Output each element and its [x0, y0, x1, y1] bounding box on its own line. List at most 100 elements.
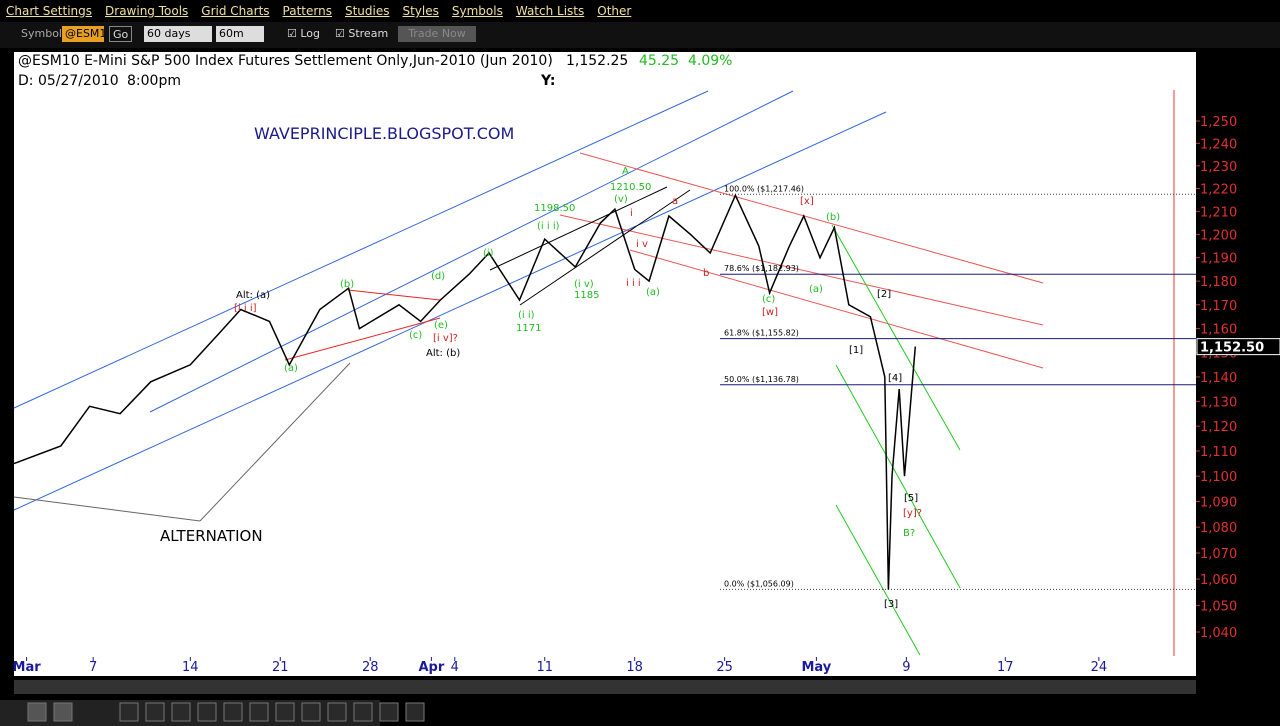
wave-label: (a)	[809, 284, 823, 295]
x-tick-label: 11	[536, 660, 553, 675]
tool-icon	[145, 702, 165, 722]
menu-item[interactable]: Patterns	[282, 4, 332, 18]
date-line: D: 05/27/2010	[18, 73, 119, 89]
x-tick-label: Mar	[13, 660, 42, 675]
y-tick-label: 1,080	[1200, 521, 1237, 536]
range-select[interactable]: 60 days	[144, 26, 212, 42]
x-tick-label: May	[801, 660, 831, 675]
go-button[interactable]: Go	[109, 26, 133, 42]
fib-label: 50.0% ($1,136.78)	[724, 375, 799, 384]
current-price-label: 1,152.50	[1200, 341, 1264, 356]
trend-line	[629, 249, 1044, 369]
wave-label: [i v]?	[433, 333, 458, 344]
y-tick-label: 1,060	[1200, 573, 1237, 588]
last-price: 1,152.25	[566, 53, 628, 69]
wave-label: [3]	[884, 599, 898, 610]
menu-item[interactable]: Symbols	[451, 4, 503, 18]
interval-select[interactable]: 60m	[216, 26, 264, 42]
wave-label: [y]?	[903, 508, 922, 519]
x-tick-label: 4	[451, 660, 459, 675]
x-tick-label: 14	[182, 660, 199, 675]
toolbar: Symbol: @ESM10 Go 60 days 60m ☑ Log ☑ St…	[0, 22, 1280, 48]
y-tick-label: 1,130	[1200, 395, 1237, 410]
wave-label: (d)	[431, 271, 445, 282]
wave-label: Alt: (a)	[236, 290, 270, 301]
y-tick-label: 1,200	[1200, 228, 1237, 243]
tool-icon	[405, 702, 425, 722]
x-tick-label: 28	[362, 660, 379, 675]
y-tick-label: 1,070	[1200, 547, 1237, 562]
tool-icon	[327, 702, 347, 722]
x-tick-label: 21	[272, 660, 289, 675]
fib-label: 0.0% ($1,056.09)	[724, 579, 794, 588]
trend-line	[519, 189, 691, 306]
wave-label: (i v)	[574, 279, 594, 290]
wave-label: [i i i]	[234, 303, 257, 314]
wave-label: (c)	[409, 330, 422, 341]
trend-line	[149, 90, 794, 413]
scrollbar[interactable]	[14, 680, 1196, 694]
trend-line	[347, 289, 441, 301]
alternation-note: ALTERNATION	[160, 527, 263, 545]
menu-item[interactable]: Other	[597, 4, 632, 18]
wave-label: i i i	[626, 278, 641, 289]
tool-icon	[353, 702, 373, 722]
stream-checkbox[interactable]: ☑ Stream	[335, 27, 389, 40]
y-tick-label: 1,120	[1200, 420, 1237, 435]
menu-item[interactable]: Chart Settings	[6, 4, 93, 18]
x-tick-label: 7	[89, 660, 97, 675]
x-axis-bg	[14, 657, 1196, 676]
chart-title: @ESM10 E-Mini S&P 500 Index Futures Sett…	[18, 53, 553, 69]
menu-item[interactable]: Drawing Tools	[105, 4, 189, 18]
trend-line	[489, 186, 668, 271]
y-tick-label: 1,160	[1200, 323, 1237, 338]
x-tick-label: 24	[1091, 660, 1108, 675]
x-tick-label: 9	[902, 660, 910, 675]
menu-bar: Chart Settings Drawing Tools Grid Charts Pa…	[0, 0, 1280, 22]
y-label: Y:	[540, 73, 556, 89]
plot-bg	[14, 52, 1196, 657]
trend-line	[199, 362, 351, 522]
wave-label: B?	[903, 528, 915, 539]
x-tick-label: Apr	[418, 660, 444, 675]
symbol-input[interactable]: @ESM10	[62, 26, 104, 42]
y-tick-label: 1,110	[1200, 445, 1237, 460]
menu-item[interactable]: Studies	[344, 4, 390, 18]
trend-line	[579, 152, 1044, 284]
y-tick-label: 1,050	[1200, 599, 1237, 614]
tool-icon	[301, 702, 321, 722]
menu-item[interactable]: Styles	[402, 4, 439, 18]
menu-item[interactable]: Watch Lists	[515, 4, 585, 18]
tool-icon	[119, 702, 139, 722]
wave-label: (b)	[340, 279, 354, 290]
tool-icon	[27, 702, 47, 722]
tool-icon	[197, 702, 217, 722]
wave-label: i	[630, 208, 633, 219]
log-label: Log	[300, 27, 321, 40]
trend-line	[831, 224, 961, 451]
y-tick-label: 1,100	[1200, 470, 1237, 485]
y-tick-label: 1,230	[1200, 160, 1237, 175]
wave-label: [5]	[904, 493, 918, 504]
current-price-box	[1196, 338, 1280, 356]
tool-icon	[171, 702, 191, 722]
trend-line	[559, 214, 1044, 326]
wave-label: (e)	[434, 320, 448, 331]
y-tick-label: 1,090	[1200, 496, 1237, 511]
x-tick-label: 17	[997, 660, 1014, 675]
wave-label: (b)	[826, 212, 840, 223]
watermark: WAVEPRINCIPLE.BLOGSPOT.COM	[254, 124, 514, 143]
trend-line	[835, 364, 961, 589]
log-checkbox[interactable]: ☑ Log	[287, 27, 321, 40]
y-tick-label: 1,240	[1200, 137, 1237, 152]
menu-item[interactable]: Grid Charts	[201, 4, 270, 18]
trade-button[interactable]: Trade Now	[398, 26, 476, 42]
trend-line	[13, 496, 201, 522]
stream-label: Stream	[348, 27, 389, 40]
wave-label: 1185	[574, 290, 599, 301]
wave-label: (a)	[284, 363, 298, 374]
y-tick-label: 1,180	[1200, 275, 1237, 290]
wave-label: a	[672, 196, 678, 207]
trend-line	[13, 90, 709, 409]
